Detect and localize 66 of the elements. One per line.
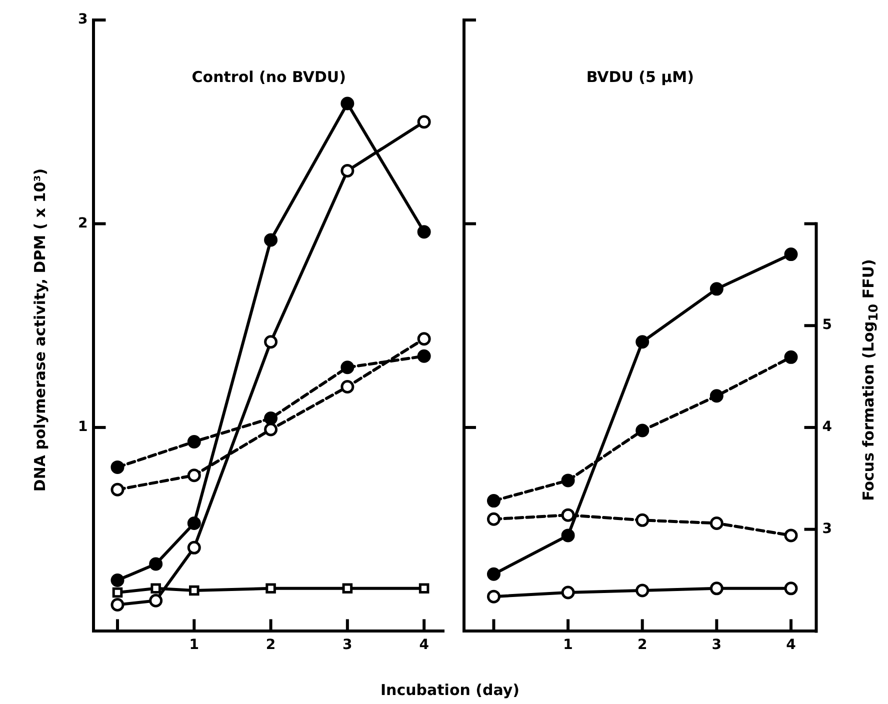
point	[486, 494, 500, 508]
y2-tick-label: 4	[822, 419, 832, 436]
point	[149, 594, 163, 608]
point	[636, 335, 650, 349]
point	[417, 115, 431, 129]
point	[417, 349, 431, 363]
point	[784, 528, 798, 542]
point	[636, 424, 650, 438]
y-tick-label: 3	[78, 12, 88, 28]
point	[486, 567, 500, 581]
x-axis-title: Incubation (day)	[380, 681, 520, 699]
point	[710, 389, 724, 403]
point	[710, 282, 724, 296]
point	[110, 574, 124, 588]
y-tick-label: 1	[78, 419, 88, 436]
point	[187, 434, 201, 448]
point	[636, 513, 650, 527]
x-tick-label: 2	[266, 637, 276, 654]
x-tick-label: 3	[342, 637, 352, 654]
y-axis-title: DNA polymerase activity, DPM ( x 10³)	[31, 168, 49, 492]
x-tick-label: 3	[712, 637, 722, 654]
point	[264, 422, 278, 436]
point	[150, 583, 161, 594]
point	[784, 350, 798, 364]
point	[189, 585, 200, 596]
point	[784, 248, 798, 262]
point	[561, 528, 575, 542]
point	[340, 360, 354, 374]
y2-tick-label: 5	[822, 317, 832, 334]
x-tick-label: 2	[637, 637, 648, 654]
point	[110, 598, 124, 612]
point	[112, 587, 123, 598]
point	[486, 590, 500, 604]
point	[561, 586, 575, 600]
text: Control (no BVDU)	[192, 68, 346, 86]
point	[342, 583, 353, 594]
point	[110, 482, 124, 496]
point	[561, 474, 575, 488]
point	[417, 225, 431, 239]
x-tick-label: 1	[189, 637, 200, 654]
point	[187, 540, 201, 554]
point	[187, 468, 201, 482]
point	[561, 508, 575, 522]
point	[784, 582, 798, 596]
point	[486, 512, 500, 526]
point	[417, 332, 431, 346]
point	[636, 584, 650, 598]
point	[187, 516, 201, 530]
point	[266, 583, 276, 594]
point	[149, 557, 163, 571]
point	[340, 96, 354, 110]
point	[340, 164, 354, 178]
point	[340, 380, 354, 394]
x-tick-label: 1	[563, 637, 573, 654]
point	[418, 583, 430, 594]
y-tick-label: 2	[78, 215, 88, 232]
point	[264, 412, 278, 426]
x-tick-label: 4	[419, 637, 430, 654]
point	[264, 335, 278, 349]
point	[710, 516, 724, 530]
point	[710, 582, 724, 596]
x-tick-label: 4	[786, 637, 796, 654]
point	[264, 233, 278, 247]
text: BVDU (5 µM)	[586, 68, 694, 86]
y2-tick-label: 3	[822, 520, 832, 537]
point	[110, 460, 124, 474]
